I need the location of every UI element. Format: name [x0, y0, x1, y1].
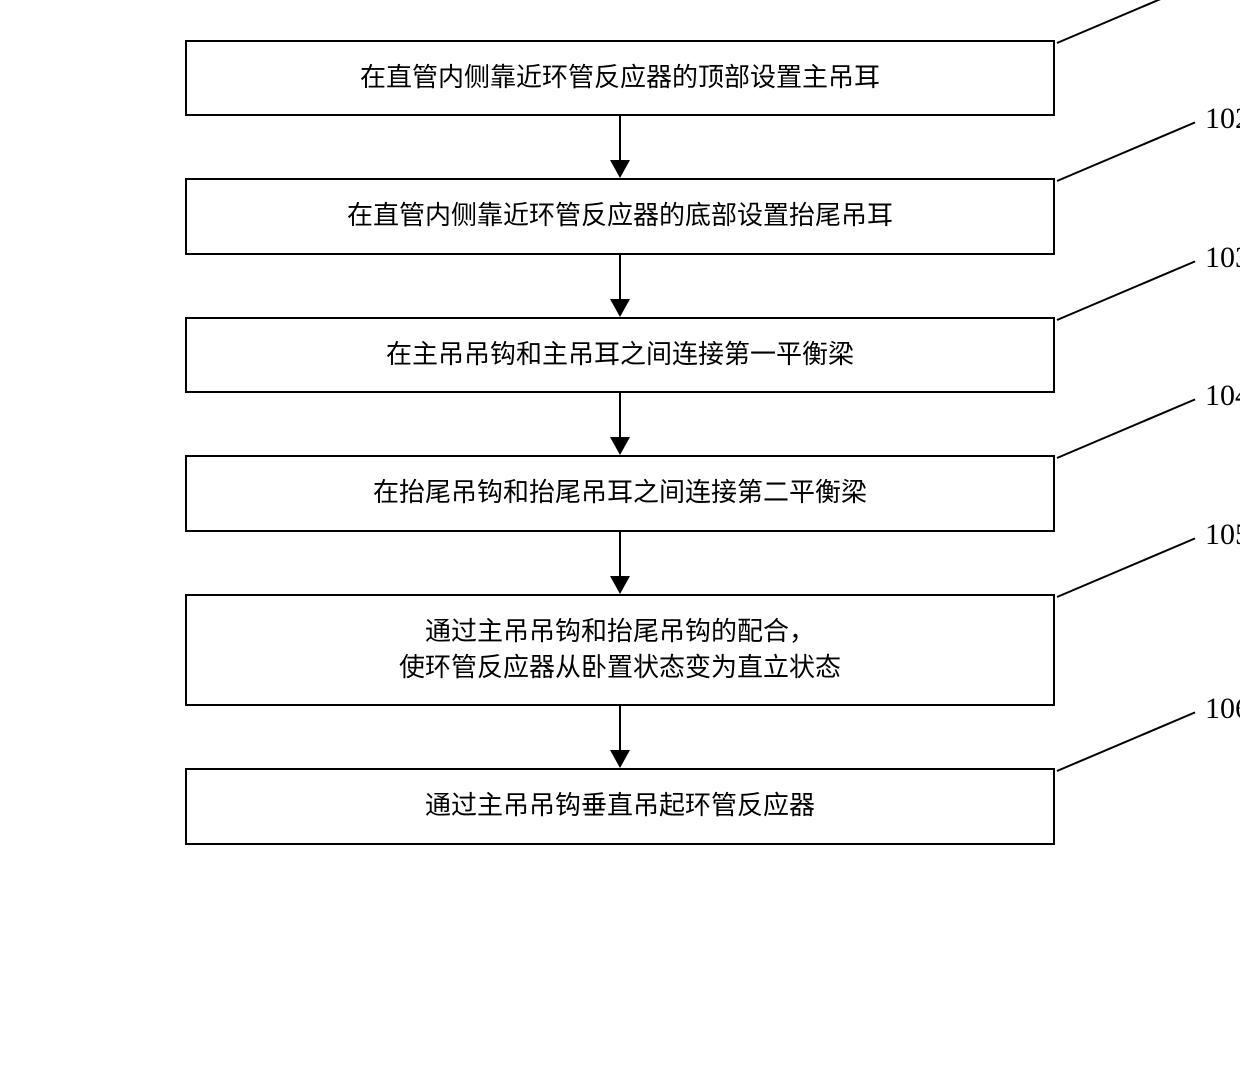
step-text: 通过主吊吊钩垂直吊起环管反应器: [425, 788, 815, 824]
step-text-line1: 通过主吊吊钩和抬尾吊钩的配合，: [425, 617, 815, 646]
step-text-line2: 使环管反应器从卧置状态变为直立状态: [399, 653, 841, 682]
arrow-head-icon: [610, 576, 630, 594]
arrow-head-icon: [610, 160, 630, 178]
flowchart-step-3: 在主吊吊钩和主吊耳之间连接第一平衡梁 103: [185, 317, 1055, 393]
step-text: 在直管内侧靠近环管反应器的顶部设置主吊耳: [360, 60, 880, 96]
flowchart-step-6: 通过主吊吊钩垂直吊起环管反应器 106: [185, 768, 1055, 844]
flowchart-step-4: 在抬尾吊钩和抬尾吊耳之间连接第二平衡梁 104: [185, 455, 1055, 531]
step-text: 在抬尾吊钩和抬尾吊耳之间连接第二平衡梁: [373, 475, 867, 511]
arrow-4: [610, 532, 630, 594]
flowchart-container: 在直管内侧靠近环管反应器的顶部设置主吊耳 101 在直管内侧靠近环管反应器的底部…: [60, 40, 1180, 845]
arrow-line: [619, 255, 621, 299]
step-label: 104: [1205, 379, 1240, 413]
step-text: 在主吊吊钩和主吊耳之间连接第一平衡梁: [386, 337, 854, 373]
arrow-line: [619, 393, 621, 437]
label-line: [1057, 712, 1196, 772]
flowchart-step-2: 在直管内侧靠近环管反应器的底部设置抬尾吊耳 102: [185, 178, 1055, 254]
flowchart-step-5: 通过主吊吊钩和抬尾吊钩的配合， 使环管反应器从卧置状态变为直立状态 105: [185, 594, 1055, 707]
arrow-3: [610, 393, 630, 455]
label-line: [1057, 399, 1196, 459]
arrow-2: [610, 255, 630, 317]
arrow-head-icon: [610, 437, 630, 455]
step-label: 106: [1205, 692, 1240, 726]
arrow-head-icon: [610, 750, 630, 768]
arrow-head-icon: [610, 299, 630, 317]
flowchart-step-1: 在直管内侧靠近环管反应器的顶部设置主吊耳 101: [185, 40, 1055, 116]
step-text: 通过主吊吊钩和抬尾吊钩的配合， 使环管反应器从卧置状态变为直立状态: [399, 614, 841, 687]
label-line: [1057, 537, 1196, 597]
label-line: [1057, 122, 1196, 182]
label-line: [1057, 0, 1196, 44]
arrow-line: [619, 532, 621, 576]
label-line: [1057, 260, 1196, 320]
step-label: 103: [1205, 241, 1240, 275]
arrow-5: [610, 706, 630, 768]
step-label: 105: [1205, 518, 1240, 552]
arrow-line: [619, 116, 621, 160]
step-text: 在直管内侧靠近环管反应器的底部设置抬尾吊耳: [347, 198, 893, 234]
step-label: 102: [1205, 102, 1240, 136]
arrow-1: [610, 116, 630, 178]
arrow-line: [619, 706, 621, 750]
